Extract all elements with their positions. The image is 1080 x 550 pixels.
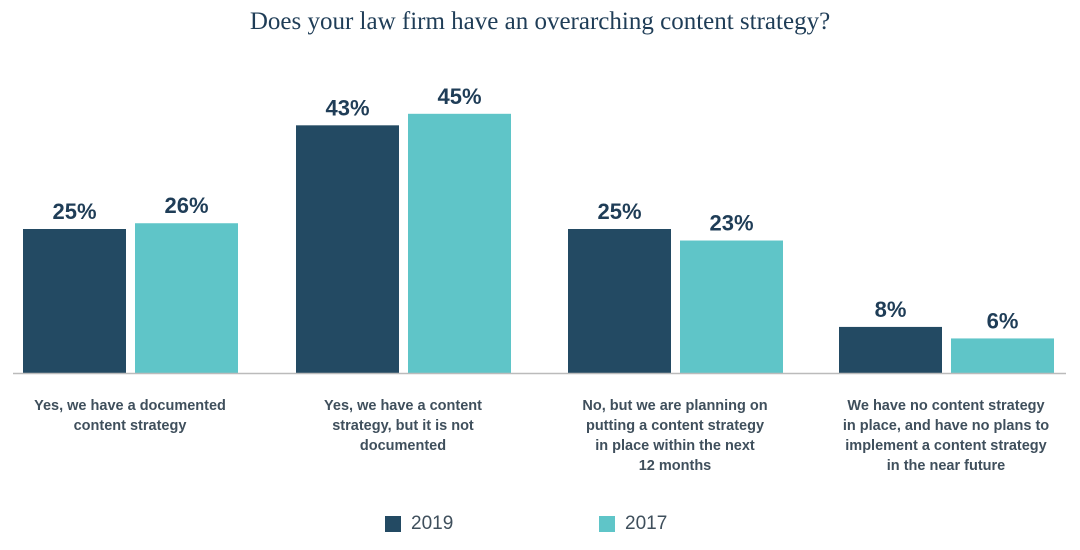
category-label: Yes, we have a documented content strate… <box>34 398 226 434</box>
data-label: 6% <box>987 308 1019 333</box>
category-label: We have no content strategy in place, an… <box>842 398 1050 474</box>
bar-2019 <box>839 326 942 373</box>
category-label: Yes, we have a content strategy, but it … <box>324 398 482 454</box>
data-label: 26% <box>164 193 208 218</box>
data-label: 45% <box>437 84 481 109</box>
bar-2019 <box>296 125 399 373</box>
bar-2017 <box>951 338 1054 373</box>
data-label: 43% <box>325 95 369 120</box>
bar-2017 <box>135 223 238 373</box>
data-label: 8% <box>875 297 907 322</box>
bar-2017 <box>408 113 511 374</box>
legend-item-2019: 2019 <box>385 513 453 535</box>
legend-item-2017: 2017 <box>599 513 667 535</box>
legend-swatch <box>599 516 615 532</box>
data-label: 25% <box>597 199 641 224</box>
bar-2019 <box>23 229 126 373</box>
data-label: 23% <box>709 211 753 236</box>
data-label: 25% <box>52 199 96 224</box>
legend-swatch <box>385 516 401 532</box>
bar-2017 <box>680 240 783 373</box>
legend-label: 2017 <box>625 513 668 534</box>
bar-2019 <box>568 229 671 373</box>
legend-label: 2019 <box>411 513 454 534</box>
category-label: No, but we are planning on putting a con… <box>582 398 768 474</box>
chart-title: Does your law firm have an overarching c… <box>249 8 831 35</box>
